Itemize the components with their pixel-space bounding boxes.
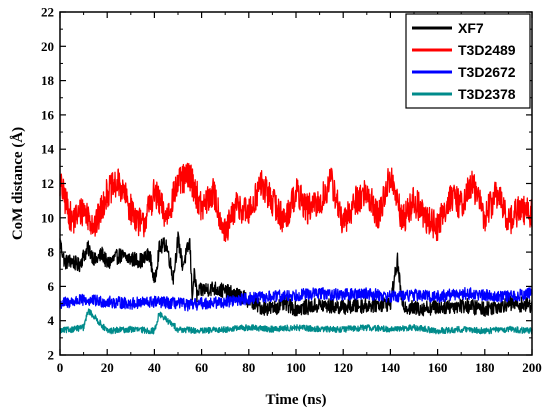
x-tick-label: 180 xyxy=(475,360,495,375)
x-tick-label: 60 xyxy=(195,360,208,375)
y-tick-label: 16 xyxy=(41,107,55,122)
y-tick-label: 10 xyxy=(41,210,54,225)
x-tick-label: 120 xyxy=(333,360,353,375)
legend-box xyxy=(405,13,531,109)
y-tick-label: 8 xyxy=(48,245,55,260)
legend-label: T3D2672 xyxy=(458,64,516,80)
x-tick-label: 80 xyxy=(242,360,255,375)
y-tick-label: 18 xyxy=(41,73,55,88)
y-tick-label: 22 xyxy=(41,5,54,20)
y-tick-label: 6 xyxy=(48,279,55,294)
x-tick-label: 20 xyxy=(101,360,114,375)
x-tick-label: 40 xyxy=(148,360,161,375)
x-axis-title: Time (ns) xyxy=(266,392,327,408)
series-line-xf7 xyxy=(59,231,533,317)
x-tick-label: 0 xyxy=(57,360,64,375)
ticks-layer: 0 20 40 60 80 100 120 140 160 180 200 2 4 6 8 10 12 14 16 1… xyxy=(41,5,542,376)
legend: XF7 T3D2489 T3D2672 T3D2378 xyxy=(405,13,531,109)
y-tick-label: 20 xyxy=(41,39,54,54)
y-tick-label: 2 xyxy=(48,348,55,363)
x-tick-label: 160 xyxy=(428,360,448,375)
legend-label: XF7 xyxy=(458,20,484,36)
y-tick-label: 14 xyxy=(41,142,55,157)
series-line-t3d2489 xyxy=(59,162,533,243)
x-tick-label: 140 xyxy=(381,360,401,375)
x-tick-label: 100 xyxy=(286,360,306,375)
y-tick-label: 12 xyxy=(41,176,54,191)
legend-label: T3D2378 xyxy=(458,86,516,102)
series-line-t3d2378 xyxy=(59,308,533,335)
y-tick-label: 4 xyxy=(48,313,55,328)
legend-label: T3D2489 xyxy=(458,42,516,58)
series-line-t3d2672 xyxy=(59,286,533,312)
series-layer xyxy=(59,162,533,335)
x-tick-label: 200 xyxy=(522,360,542,375)
y-axis-title: CoM distance (Å) xyxy=(10,127,26,240)
